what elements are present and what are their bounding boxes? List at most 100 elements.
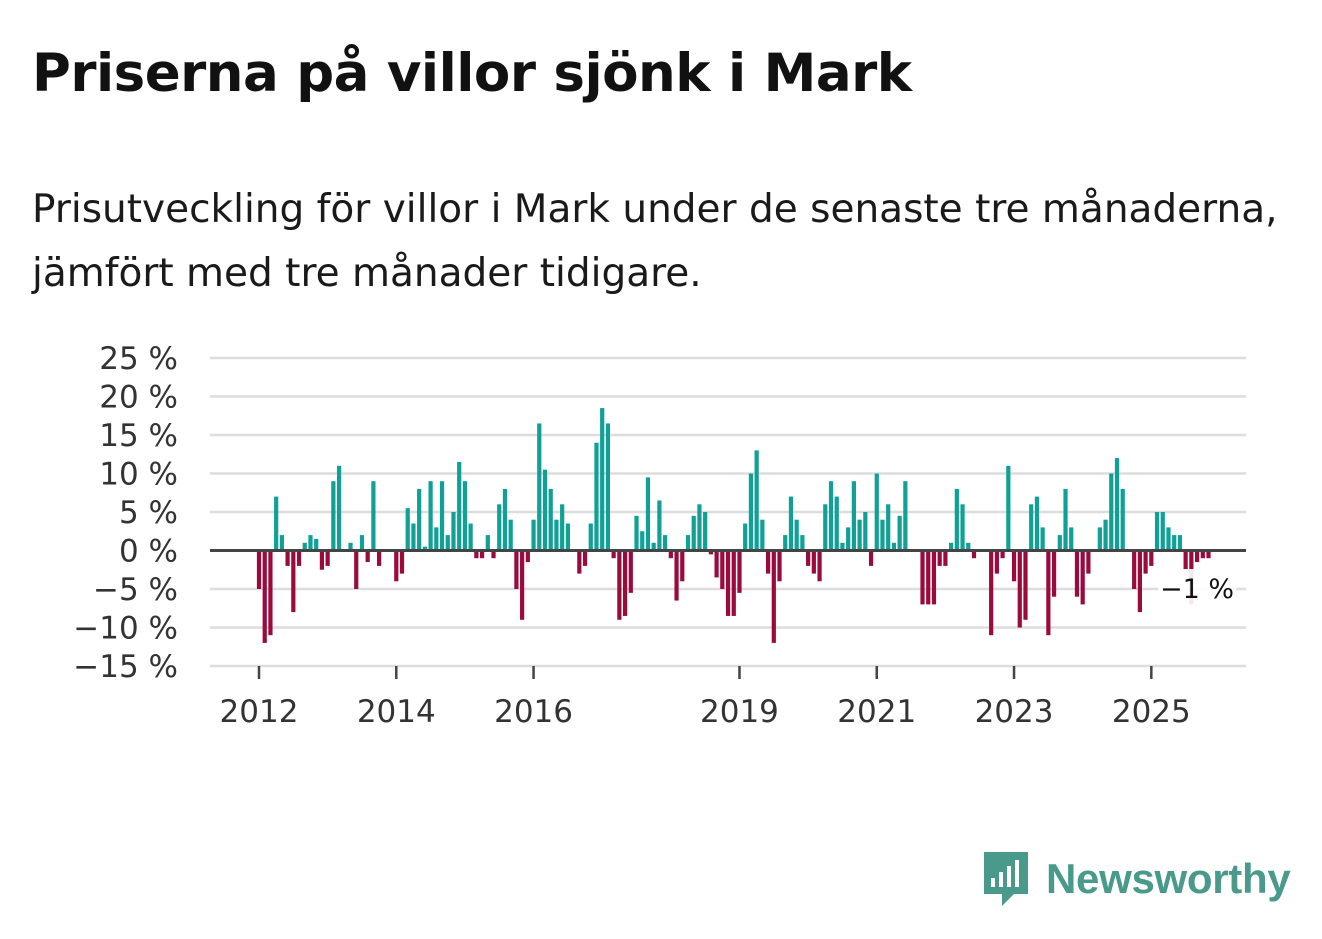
bar [308,535,313,551]
bar [737,550,742,593]
x-tick-label: 2016 [494,694,573,730]
bar [697,504,702,551]
y-tick-label: 25 % [99,341,178,377]
bar [651,542,656,551]
bar [331,481,336,551]
bar [291,550,296,613]
bar [1177,535,1183,551]
bar [577,550,582,574]
bar [1086,550,1091,574]
bar [817,550,822,582]
bar [1011,550,1017,582]
bar [783,535,788,551]
bar [886,504,891,551]
x-tick-label: 2019 [700,694,779,730]
bar [399,550,405,574]
bar [628,550,633,593]
bar [949,542,954,551]
bar [1109,473,1114,551]
bar [823,504,828,551]
bar-chart: 25 %20 %15 %10 %5 %0 %−5 %−10 %−15 % 201… [73,341,1246,730]
bar [279,535,284,551]
chart-title: Priserna på villor sjönk i Mark [32,43,912,104]
bar [788,496,794,551]
bar [520,550,525,620]
bar [325,550,330,566]
bar [851,481,856,551]
bar [417,488,422,551]
bar [479,550,485,559]
bar [1057,535,1062,551]
bar [474,550,479,559]
bar [1149,550,1154,566]
bar [645,477,651,551]
y-tick-label: 5 % [119,495,178,531]
end-label-background [1158,569,1236,605]
bar [891,542,897,551]
bar [531,519,536,551]
x-tick-label: 2012 [220,694,299,730]
bar [1154,512,1160,551]
bar [365,550,370,563]
bar [605,423,611,551]
bar [314,538,319,551]
bar [703,512,708,551]
x-tick-label: 2021 [837,694,916,730]
bar [731,550,736,616]
chart-subtitle: Prisutveckling för villor i Mark under d… [32,187,1278,296]
bar [336,465,342,551]
bar [554,519,559,551]
bar [411,523,416,551]
brand-name: Newsworthy [1046,855,1291,902]
bar [1069,527,1074,551]
bar [943,550,948,566]
y-tick-label: 20 % [99,380,178,416]
bar [857,519,862,551]
bar [720,550,725,589]
bar [794,519,799,551]
bar [1006,465,1011,551]
bar [377,550,382,566]
bar [806,550,811,566]
bar [451,512,456,551]
bar [1051,550,1057,597]
bar [811,550,816,574]
y-tick-label: −15 % [73,649,178,685]
bar [560,504,565,551]
bar [760,519,765,551]
y-tick-label: 10 % [99,457,178,493]
bar [1074,550,1080,597]
bar [514,550,519,589]
bar [256,550,262,589]
newsworthy-logo: Newsworthy [980,848,1291,910]
x-tick-label: 2014 [357,694,436,730]
bar [680,550,685,582]
bar [268,550,273,636]
bar [777,550,782,582]
bar [302,542,307,551]
bar [622,550,628,616]
bar [359,535,365,551]
bar [897,515,902,551]
bar [1080,550,1085,605]
bar [634,515,639,551]
bar [502,488,508,551]
bar [588,523,593,551]
bar [931,550,937,605]
bar [371,481,376,551]
bar [691,515,696,551]
bar [840,542,845,551]
bar [439,481,445,551]
bar [1063,488,1068,551]
bar [1103,519,1108,551]
bar [542,469,548,551]
annotations: −1 % [1158,569,1236,605]
x-tick-label: 2023 [975,694,1054,730]
y-axis: 25 %20 %15 %10 %5 %0 %−5 %−10 %−15 % [73,341,178,685]
gridlines [210,356,1246,668]
bars [256,408,1211,643]
bar [926,550,931,605]
bar [1000,550,1005,559]
bar [834,496,839,551]
bar [771,550,776,643]
